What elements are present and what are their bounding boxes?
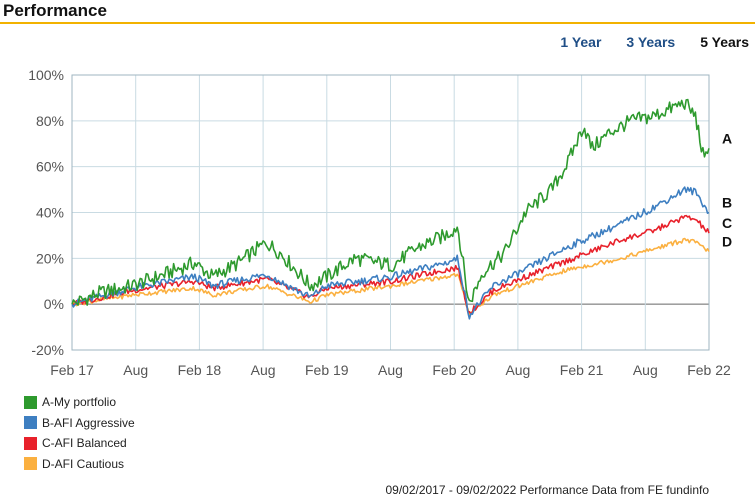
legend-swatch	[24, 436, 37, 450]
x-tick-label: Feb 19	[305, 362, 349, 378]
y-tick-label: 40%	[36, 205, 64, 221]
legend-label: C-AFI Balanced	[42, 436, 127, 451]
y-tick-label: 20%	[36, 250, 64, 266]
legend-label: B-AFI Aggressive	[42, 415, 135, 430]
x-tick-label: Aug	[378, 362, 403, 378]
legend-item-my-portfolio: A-My portfolio	[24, 392, 135, 413]
x-tick-label: Aug	[123, 362, 148, 378]
x-tick-label: Feb 20	[432, 362, 476, 378]
legend-label: A-My portfolio	[42, 395, 117, 410]
end-label-b: B	[722, 195, 732, 211]
end-label-d: D	[722, 233, 732, 249]
series-line-c	[71, 214, 710, 315]
y-tick-label: -20%	[31, 342, 64, 358]
page-title: Performance	[3, 1, 107, 20]
x-tick-label: Aug	[633, 362, 658, 378]
header-bar: Performance	[0, 0, 755, 24]
legend-label: D-AFI Cautious	[42, 456, 125, 471]
legend-swatch	[24, 395, 37, 409]
y-tick-label: 80%	[36, 113, 64, 129]
end-label-c: C	[722, 215, 732, 231]
performance-chart: -20% 0% 20% 40% 60% 80% 100% Feb 17 Aug Feb 18 Aug…	[28, 67, 732, 378]
x-tick-label: Feb 21	[560, 362, 604, 378]
tab-1-year[interactable]: 1 Year	[560, 34, 602, 50]
period-tabs: 1 Year 3 Years 5 Years	[560, 34, 749, 50]
chart-legend: A-My portfolio B-AFI Aggressive C-AFI Ba…	[24, 392, 135, 474]
legend-item-afi-cautious: D-AFI Cautious	[24, 454, 135, 475]
x-tick-label: Aug	[251, 362, 276, 378]
series-line-a	[71, 98, 710, 306]
y-tick-label: 100%	[28, 67, 64, 83]
series-line-b	[71, 186, 710, 320]
legend-item-afi-balanced: C-AFI Balanced	[24, 433, 135, 454]
legend-item-afi-aggressive: B-AFI Aggressive	[24, 413, 135, 434]
x-tick-label: Aug	[505, 362, 530, 378]
x-tick-label: Feb 17	[50, 362, 94, 378]
legend-swatch	[24, 457, 37, 471]
tab-3-years[interactable]: 3 Years	[626, 34, 676, 50]
y-tick-label: 0%	[44, 296, 64, 312]
x-tick-label: Feb 18	[178, 362, 222, 378]
series-line-d	[71, 237, 710, 316]
legend-swatch	[24, 416, 37, 430]
tab-5-years[interactable]: 5 Years	[700, 34, 749, 50]
y-tick-label: 60%	[36, 159, 64, 175]
footer-source: 09/02/2017 - 09/02/2022 Performance Data…	[385, 483, 709, 497]
x-tick-label: Feb 22	[687, 362, 731, 378]
end-label-a: A	[722, 130, 732, 146]
